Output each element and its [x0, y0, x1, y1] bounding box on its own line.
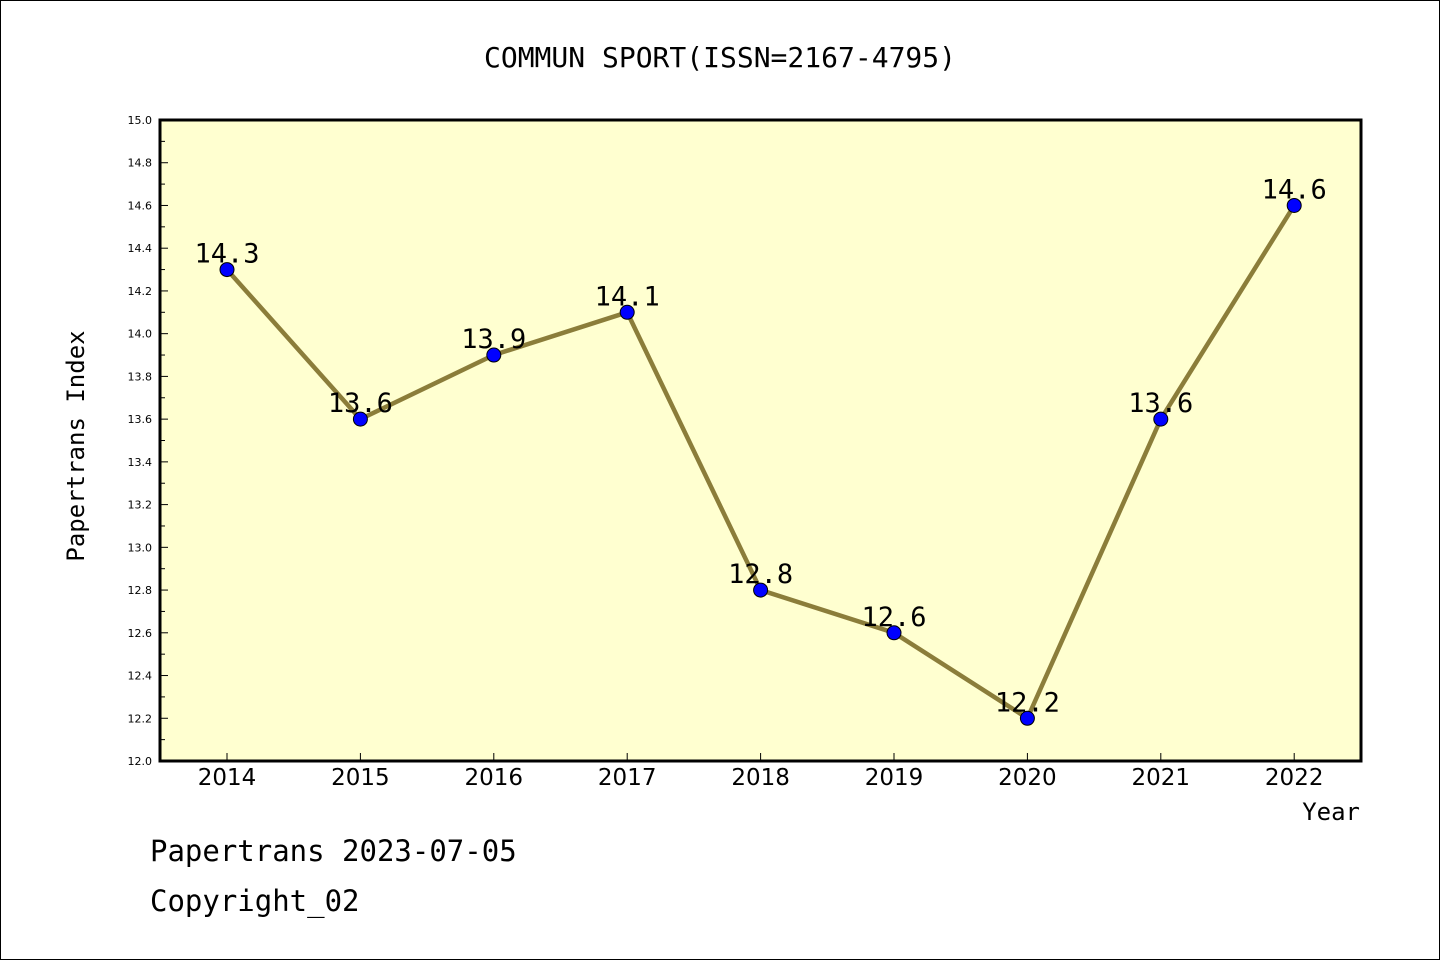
data-label-2017: 14.1: [595, 281, 660, 312]
data-point-2018: [753, 582, 769, 598]
data-label-2019: 12.6: [861, 602, 926, 633]
data-point-2017: [619, 304, 635, 320]
x-tick-label: 2022: [1265, 765, 1324, 791]
y-tick-label: 13.4: [128, 456, 153, 469]
x-tick-label: 2018: [731, 765, 790, 791]
y-tick-label: 12.8: [128, 584, 153, 597]
data-label-2021: 13.6: [1128, 388, 1193, 419]
x-tick-label: 2021: [1132, 765, 1191, 791]
y-tick-label: 13.0: [128, 541, 153, 554]
series-layer: 14.3 13.6 13.9 14.1 12.8 12.6 12.2 13.6 14.6: [194, 174, 1327, 726]
x-tick-label: 2019: [865, 765, 924, 791]
footer-date: Papertrans 2023-07-05: [150, 834, 517, 868]
data-label-2020: 12.2: [995, 687, 1060, 718]
y-tick-label: 13.6: [128, 413, 153, 426]
data-point-2020: [1019, 710, 1035, 726]
data-label-2014: 14.3: [194, 239, 259, 270]
data-point-2021: [1153, 411, 1169, 427]
y-tick-label: 14.8: [128, 157, 153, 170]
plot-area: [158, 118, 1363, 763]
x-axis: 2014 2015 2016 2017 2018 2019 2020 2021 2022: [198, 753, 1324, 791]
y-axis-label: Papertrans Index: [62, 330, 90, 561]
data-point-2014: [219, 262, 235, 278]
x-tick-label: 2020: [998, 765, 1057, 791]
data-point-2022: [1286, 197, 1302, 213]
x-tick-label: 2016: [465, 765, 524, 791]
footer-copyright: Copyright_02: [150, 884, 360, 918]
y-tick-label: 14.6: [128, 199, 153, 212]
data-point-2019: [886, 625, 902, 641]
y-tick-label: 14.2: [128, 285, 153, 298]
y-tick-label: 12.0: [128, 755, 153, 768]
y-tick-label: 12.2: [128, 712, 153, 725]
x-tick-label: 2017: [598, 765, 657, 791]
data-point-2016: [486, 347, 502, 363]
y-tick-label: 14.4: [128, 242, 153, 255]
data-label-2018: 12.8: [728, 559, 793, 590]
data-label-2016: 13.9: [461, 324, 526, 355]
x-tick-label: 2014: [198, 765, 257, 791]
y-axis: 12.0 12.2 12.4 12.6 12.8 13.0 13.2 13.4 13.6 13.8…: [128, 114, 168, 768]
y-tick-label: 13.8: [128, 370, 153, 383]
x-axis-label: Year: [1302, 798, 1360, 826]
chart-title: COMMUN SPORT(ISSN=2167-4795): [484, 41, 956, 74]
y-tick-label: 13.2: [128, 499, 153, 512]
data-label-2022: 14.6: [1262, 174, 1327, 205]
y-tick-label: 12.4: [128, 670, 153, 683]
x-tick-label: 2015: [331, 765, 390, 791]
y-tick-label: 12.6: [128, 627, 153, 640]
y-tick-label: 14.0: [128, 328, 153, 341]
data-label-2015: 13.6: [328, 388, 393, 419]
data-point-2015: [352, 411, 368, 427]
y-tick-label: 15.0: [128, 114, 153, 127]
